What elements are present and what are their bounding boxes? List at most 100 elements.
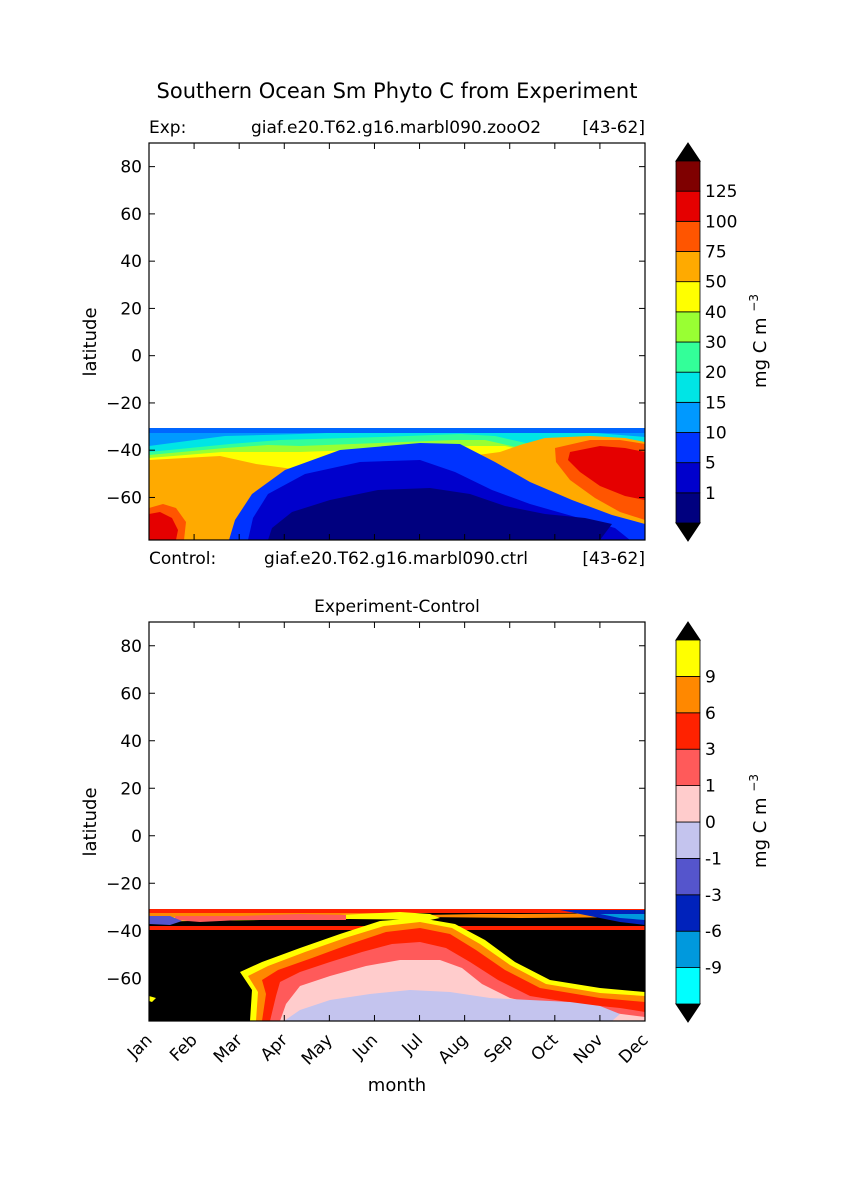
colorbar-swatch (675, 401, 701, 433)
y-tick-label: −60 (106, 488, 142, 508)
colorbar-swatch (675, 930, 701, 969)
x-tick-label: Apr (257, 1030, 292, 1065)
difference-y-label: latitude (80, 787, 101, 856)
x-tick-label: Feb (166, 1030, 201, 1065)
x-tick-label: Jan (123, 1030, 156, 1063)
x-tick-label: Mar (210, 1030, 247, 1067)
x-tick-label: Oct (527, 1030, 562, 1065)
x-tick-label: Nov (570, 1030, 608, 1068)
colorbar-level-label: -1 (705, 849, 722, 869)
diff-left-blue (149, 916, 182, 925)
ctrl-prefix: Control: (149, 549, 216, 569)
colorbar-units-exponent: −3 (747, 294, 761, 312)
diff-top-strip-red (149, 909, 645, 913)
difference-y-ticks: 80 60 40 20 0 −20 −40 −60 (106, 637, 645, 989)
y-tick-label: 60 (120, 684, 142, 704)
colorbar-swatch (675, 967, 701, 1005)
exp-band-1 (268, 488, 612, 540)
difference-colorbar: -9 -6 -3 -1 0 1 3 6 9 mg C m −3 (675, 621, 771, 1023)
y-tick-label: 20 (120, 779, 142, 799)
colorbar-level-label: 100 (705, 212, 737, 232)
colorbar-swatch (675, 894, 701, 932)
colorbar-over-triangle (675, 621, 701, 641)
difference-contours (149, 909, 645, 1021)
y-tick-label: −40 (106, 922, 142, 942)
colorbar-swatch (675, 190, 701, 222)
colorbar-swatch (675, 821, 701, 859)
colorbar-level-label: 3 (705, 740, 716, 760)
x-tick-label: Jul (398, 1030, 427, 1059)
colorbar-level-label: 40 (705, 303, 727, 323)
colorbar-swatch (675, 712, 701, 750)
x-tick-label: May (298, 1030, 337, 1069)
colorbar-swatch (675, 676, 701, 714)
colorbar-level-label: 50 (705, 273, 727, 293)
colorbar-under-triangle (675, 522, 701, 542)
colorbar-swatch (675, 858, 701, 896)
colorbar-level-label: 10 (705, 424, 727, 444)
difference-plot-frame (148, 621, 646, 1022)
colorbar-level-label: -3 (705, 886, 722, 906)
colorbar-units-label: mg C m −3 (747, 294, 771, 388)
colorbar-swatch (675, 432, 701, 464)
x-tick-label: Jun (348, 1030, 382, 1064)
x-tick-label: Dec (615, 1030, 652, 1067)
experiment-y-ticks: 80 60 40 20 0 −20 −40 −60 (106, 143, 646, 540)
exp-band-125 (149, 446, 645, 540)
colorbar-swatch (675, 341, 701, 373)
diff-right-blue (560, 910, 645, 925)
colorbar-level-label: 0 (705, 813, 716, 833)
colorbar-level-label: 15 (705, 393, 727, 413)
figure-title: Southern Ocean Sm Phyto C from Experimen… (157, 79, 638, 103)
colorbar-over-triangle (675, 142, 701, 162)
experiment-plot-frame (148, 142, 646, 541)
exp-case: giaf.e20.T62.g16.marbl090.zooO2 (251, 118, 541, 138)
colorbar-swatch (675, 311, 701, 343)
colorbar-swatch (675, 639, 701, 677)
y-tick-label: 60 (120, 205, 142, 225)
diff-left-yellow-specks (149, 996, 156, 1002)
y-tick-label: 40 (120, 252, 142, 272)
colorbar-swatch (675, 281, 701, 313)
diff-right-cyan (600, 914, 645, 920)
colorbar-swatch (675, 251, 701, 283)
y-tick-label: 0 (131, 827, 142, 847)
colorbar-level-label: -9 (705, 959, 722, 979)
ctrl-case: giaf.e20.T62.g16.marbl090.ctrl (264, 549, 528, 569)
colorbar-swatch (675, 748, 701, 787)
colorbar-swatch (675, 462, 701, 494)
colorbar-swatch (675, 160, 701, 192)
experiment-contours (149, 428, 645, 540)
diff-top-strip-pink (175, 914, 346, 922)
y-tick-label: 0 (131, 347, 142, 367)
difference-x-label: month (368, 1075, 426, 1096)
y-tick-label: −20 (106, 394, 142, 414)
y-tick-label: 20 (120, 299, 142, 319)
exp-prefix: Exp: (149, 118, 186, 138)
y-tick-label: 40 (120, 732, 142, 752)
colorbar-units-exponent: −3 (747, 774, 761, 792)
colorbar-level-label: 125 (705, 182, 737, 202)
experiment-panel: 80 60 40 20 0 −20 −40 −60 latitude (80, 142, 646, 541)
difference-panel: 80 60 40 20 0 −20 −40 −60 Jan Feb Mar Apr May Jun Jul… (80, 621, 653, 1096)
colorbar-units-label: mg C m −3 (747, 774, 771, 868)
ctrl-years: [43-62] (582, 549, 645, 569)
y-tick-label: −60 (106, 969, 142, 989)
colorbar-swatch (675, 785, 701, 823)
colorbar-swatch (675, 371, 701, 403)
colorbar-level-label: 6 (705, 704, 716, 724)
y-tick-label: −20 (106, 874, 142, 894)
colorbar-swatch (675, 492, 701, 524)
diff-title: Experiment-Control (314, 597, 480, 617)
x-tick-label: Aug (435, 1030, 473, 1068)
colorbar-swatch (675, 220, 701, 252)
colorbar-level-label: 9 (705, 667, 716, 687)
colorbar-level-label: 20 (705, 363, 727, 383)
exp-years: [43-62] (582, 118, 645, 138)
colorbar-level-label: -6 (705, 922, 722, 942)
colorbar-level-label: 1 (705, 777, 716, 797)
y-tick-label: 80 (120, 158, 142, 178)
colorbar-under-triangle (675, 1003, 701, 1023)
